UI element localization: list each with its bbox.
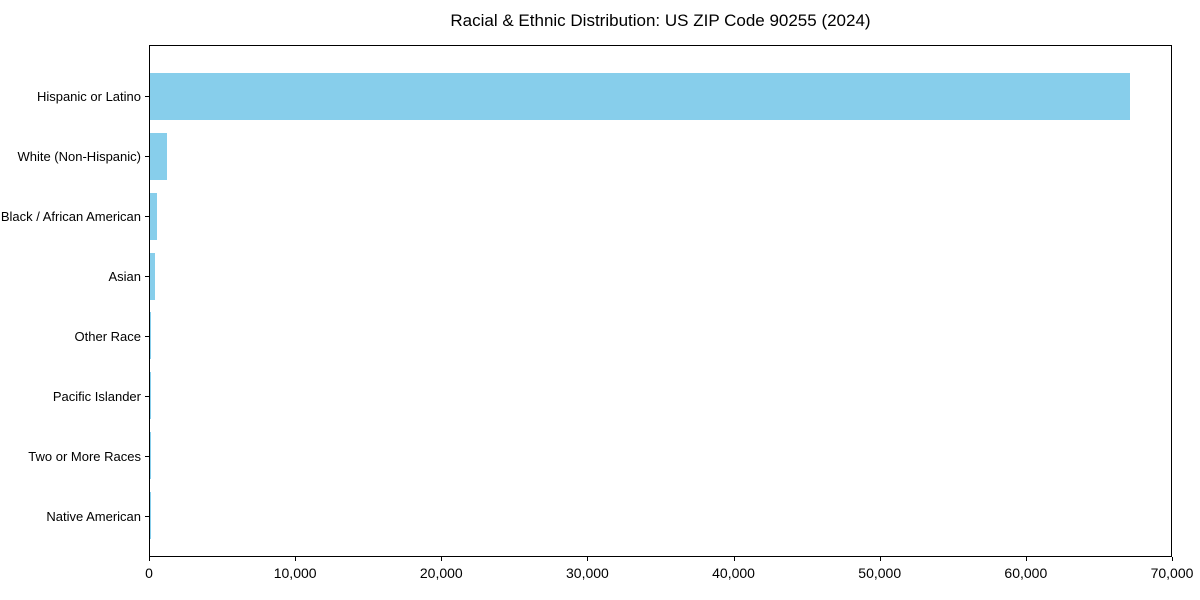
y-tick-mark — [145, 515, 149, 517]
y-tick-mark — [145, 155, 149, 157]
y-label-row: White (Non-Hispanic) — [0, 126, 149, 186]
y-tick-mark — [145, 455, 149, 457]
bar-other-race — [150, 312, 152, 360]
y-label-row: Pacific Islander — [0, 366, 149, 426]
bar-row — [150, 246, 1171, 306]
y-label-black-african-american: Black / African American — [0, 208, 141, 224]
bar-row — [150, 306, 1171, 366]
x-tick-label-30000: 30,000 — [566, 565, 609, 581]
bar-black-african-american — [150, 192, 157, 240]
y-label-row: Two or More Races — [0, 426, 149, 486]
y-tick-mark — [145, 335, 149, 337]
bar-row — [150, 485, 1171, 545]
bar-row — [150, 187, 1171, 247]
y-label-pacific-islander: Pacific Islander — [52, 388, 141, 404]
bar-hispanic-or-latino — [150, 73, 1131, 121]
x-tick-mark — [879, 557, 881, 561]
x-axis: 0 10,000 20,000 30,000 40,000 50,000 60,000 70,… — [145, 557, 1193, 589]
x-tick-mark — [441, 557, 443, 561]
x-tick-mark — [733, 557, 735, 561]
y-label-asian: Asian — [108, 268, 141, 284]
plot-area — [149, 45, 1172, 557]
y-axis: Hispanic or Latino White (Non-Hispanic) Bl… — [0, 45, 149, 557]
y-label-row: Other Race — [0, 306, 149, 366]
y-tick-mark — [145, 215, 149, 217]
x-tick-mark — [587, 557, 589, 561]
bar-native-american — [150, 491, 151, 539]
x-tick-label-50000: 50,000 — [858, 565, 902, 581]
y-tick-mark — [145, 275, 149, 277]
x-tick-label-10000: 10,000 — [273, 565, 317, 581]
y-label-other-race: Other Race — [74, 328, 141, 344]
bar-asian — [150, 252, 156, 300]
x-tick-label-40000: 40,000 — [712, 565, 755, 581]
y-label-row: Black / African American — [0, 186, 149, 246]
chart-title: Racial & Ethnic Distribution: US ZIP Cod… — [450, 11, 871, 30]
bar-row — [150, 67, 1171, 127]
y-label-row: Asian — [0, 246, 149, 306]
bar-row — [150, 127, 1171, 187]
bar-row — [150, 426, 1171, 486]
y-label-white-non-hispanic: White (Non-Hispanic) — [17, 148, 141, 164]
bar-pacific-islander — [150, 372, 151, 420]
y-label-row: Hispanic or Latino — [0, 66, 149, 126]
y-label-row: Native American — [0, 486, 149, 546]
x-tick-mark — [295, 557, 297, 561]
y-tick-mark — [145, 395, 149, 397]
bar-white-non-hispanic — [150, 133, 167, 181]
x-tick-mark — [1025, 557, 1027, 561]
bars-container — [150, 46, 1171, 556]
y-label-hispanic-or-latino: Hispanic or Latino — [36, 88, 141, 104]
x-tick-mark — [149, 557, 150, 561]
x-tick-label-70000: 70,000 — [1150, 565, 1194, 581]
x-tick-label-20000: 20,000 — [419, 565, 463, 581]
x-tick-mark — [1172, 557, 1173, 561]
y-label-native-american: Native American — [46, 508, 141, 524]
y-tick-mark — [145, 95, 149, 97]
x-tick-label-60000: 60,000 — [1004, 565, 1048, 581]
bar-two-or-more-races — [150, 431, 151, 479]
x-tick-label-0: 0 — [145, 565, 153, 581]
bar-row — [150, 366, 1171, 426]
y-label-two-or-more-races: Two or More Races — [28, 448, 141, 464]
